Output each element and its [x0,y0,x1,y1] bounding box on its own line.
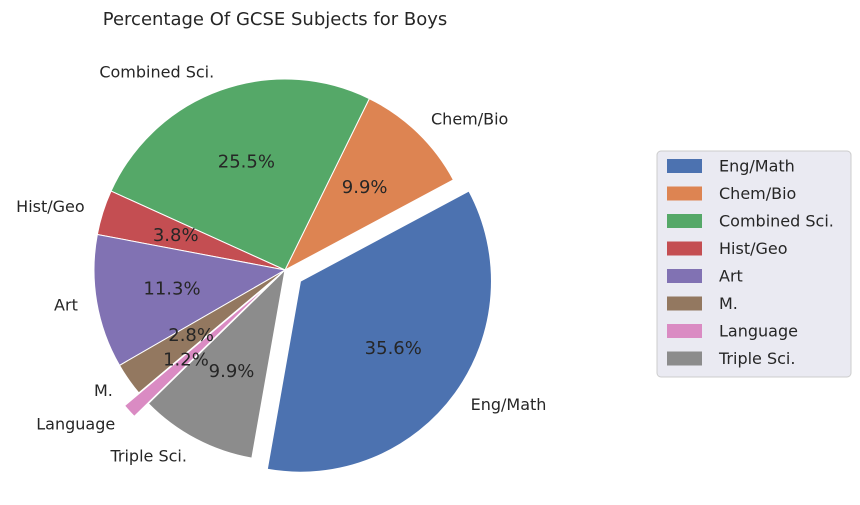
legend-swatch-eng-math [667,159,702,173]
slice-label-m: M. [94,381,113,400]
legend-label-chem-bio: Chem/Bio [719,184,796,203]
slice-label-hist-geo: Hist/Geo [16,197,85,216]
slice-chem-bio [284,98,454,271]
legend-label-eng-math: Eng/Math [719,157,795,176]
pct-label-m: 2.8% [168,325,214,346]
slice-art [93,233,286,366]
slice-combined-sci [110,78,370,271]
chart-title: Percentage Of GCSE Subjects for Boys [103,9,448,30]
slice-label-triple-sci: Triple Sci. [109,446,186,465]
legend-frame [656,150,852,378]
slice-label-language: Language [36,414,115,433]
legend-label-triple-sci: Triple Sci. [718,349,795,368]
legend-swatch-triple-sci [667,351,702,366]
slice-label-eng-math: Eng/Math [471,395,547,414]
pct-label-language: 1.2% [163,349,209,370]
legend-swatch-combined-sci [667,214,702,228]
pct-label-chem-bio: 9.9% [342,177,388,198]
legend-label-art: Art [719,267,743,286]
legend-swatch-m [667,296,702,311]
slice-labels: Eng/Math Chem/Bio Combined Sci. Hist/Geo Art… [16,63,546,466]
slice-triple-sci [147,269,286,459]
pct-label-art: 11.3% [143,279,200,300]
legend-label-combined-sci: Combined Sci. [719,212,834,231]
legend-label-hist-geo: Hist/Geo [719,239,788,258]
pct-label-hist-geo: 3.8% [153,225,199,246]
slice-label-chem-bio: Chem/Bio [431,109,508,128]
slice-label-combined-sci: Combined Sci. [99,63,214,82]
slice-language [124,282,272,417]
slice-label-art: Art [54,296,78,315]
pct-label-eng-math: 35.6% [365,338,422,359]
legend: Eng/Math Chem/Bio Combined Sci. Hist/Geo Art… [656,150,852,378]
legend-swatch-chem-bio [667,186,702,201]
legend-swatch-language [667,324,702,338]
slice-m [119,269,286,394]
legend-label-m: M. [719,294,738,313]
pct-label-triple-sci: 9.9% [209,361,255,382]
pct-label-combined-sci: 25.5% [218,152,275,173]
legend-items: Eng/Math Chem/Bio Combined Sci. Hist/Geo Art… [667,157,834,368]
percentage-labels: 35.6%9.9%25.5%3.8%11.3%2.8%1.2%9.9% [143,152,421,382]
legend-swatch-art [667,269,702,283]
slice-eng-math [266,190,492,473]
legend-swatch-hist-geo [667,241,702,256]
pie-slices [93,78,492,473]
legend-label-language: Language [719,322,798,341]
